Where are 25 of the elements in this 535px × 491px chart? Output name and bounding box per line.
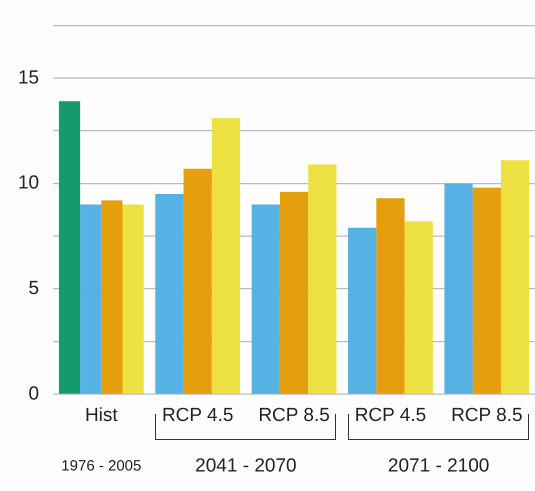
bar — [500, 160, 530, 394]
bar — [184, 168, 212, 394]
x-tick-label: RCP 4.5 — [162, 404, 234, 426]
bar — [155, 194, 184, 394]
bar — [376, 198, 405, 394]
bar — [444, 183, 473, 394]
x-tick-label: RCP 4.5 — [354, 404, 426, 426]
bar — [348, 228, 376, 394]
bar — [212, 118, 240, 394]
x-tick-label: Hist — [84, 404, 118, 426]
y-tick-label: 15 — [18, 67, 40, 88]
bar — [58, 101, 80, 394]
text: 2041 - 2070 — [195, 455, 297, 476]
bar — [252, 204, 280, 394]
y-tick-label: 0 — [28, 383, 40, 404]
bar — [472, 188, 501, 394]
bar — [404, 221, 433, 394]
text: 2071 - 2100 — [388, 455, 490, 476]
x-tick-label: RCP 8.5 — [258, 404, 330, 426]
bar — [308, 164, 336, 394]
y-tick-label: 10 — [18, 172, 40, 194]
x-tick-label: RCP 8.5 — [451, 404, 523, 426]
text: 1976 - 2005 — [61, 457, 142, 474]
bar — [280, 192, 308, 394]
y-tick-label: 5 — [28, 278, 40, 300]
